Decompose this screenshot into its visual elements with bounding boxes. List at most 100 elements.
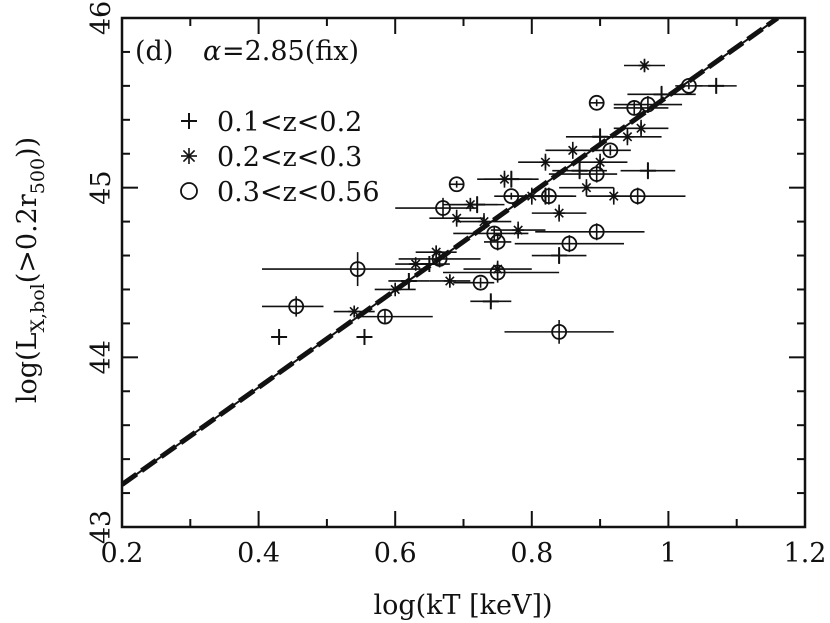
data-point-circle	[262, 252, 426, 287]
marker-plus	[356, 328, 373, 345]
marker-plus	[639, 162, 656, 179]
data-point-circle	[262, 296, 324, 317]
marker-star	[539, 156, 552, 169]
star-d2	[349, 306, 359, 317]
legend-label: 0.2<z<0.3	[217, 142, 362, 173]
star-d2	[622, 132, 633, 142]
data-point-plus	[627, 85, 696, 103]
circle-marker	[180, 182, 198, 200]
marker-plus	[400, 272, 417, 289]
marker-plus	[551, 247, 568, 264]
circle-marker	[489, 234, 506, 250]
circle-marker	[472, 274, 489, 291]
marker-star	[566, 144, 579, 157]
star-d2	[554, 208, 564, 218]
data-point-circle	[443, 262, 560, 283]
data-point-circle	[483, 233, 512, 251]
data-point-circle	[453, 225, 529, 242]
data-point-plus	[388, 272, 430, 289]
data-point-star	[429, 209, 484, 227]
data-point-circle	[494, 187, 577, 205]
marker-star	[348, 305, 361, 318]
legend-label: 0.3<z<0.56	[217, 177, 380, 208]
marker-circle	[489, 264, 506, 281]
data-point-circle	[548, 165, 618, 183]
x-tick-label: 0.8	[510, 538, 553, 569]
marker-star	[498, 173, 511, 186]
data-point-circle	[395, 197, 478, 219]
data-point-circle	[588, 94, 605, 111]
x-tick-label: 0.6	[374, 538, 417, 569]
marker-circle	[288, 298, 305, 315]
marker-circle	[486, 225, 503, 242]
y-tick-label: 46	[86, 1, 117, 35]
data-point-plus	[470, 293, 512, 310]
marker-circle	[640, 96, 656, 113]
marker-circle	[561, 235, 578, 252]
marker-star	[389, 283, 402, 296]
data-point-star	[531, 204, 587, 222]
data-point-star	[333, 305, 375, 318]
y-tick-label: 44	[86, 340, 117, 374]
star-d2	[479, 216, 489, 227]
circle-marker	[377, 308, 393, 325]
star-d2	[390, 284, 400, 295]
data-point-star	[613, 119, 669, 137]
y-axis-label-suffix: ))	[12, 137, 43, 158]
circle-marker	[588, 94, 605, 111]
marker-circle	[431, 251, 448, 267]
circle-marker	[349, 261, 366, 278]
star-d2	[581, 182, 592, 193]
circle-marker	[431, 251, 448, 267]
data-point-circle	[589, 187, 686, 205]
marker-circle	[588, 166, 605, 182]
circle-marker	[551, 323, 568, 340]
data-point-circle	[357, 308, 433, 325]
data-point-star	[593, 128, 662, 146]
data-point-star	[559, 179, 614, 197]
alpha-value: =2.85(fix)	[222, 36, 359, 67]
data-point-plus	[531, 247, 587, 265]
marker-star	[553, 207, 566, 220]
x-tick-label: 0.4	[237, 538, 280, 569]
circle-marker	[588, 223, 605, 240]
star-d2	[568, 145, 578, 156]
fit-line-dashed	[122, 18, 780, 487]
legend: 0.1<z<0.2 0.2<z<0.3 0.3<z<0.56	[180, 107, 380, 208]
star-d2	[636, 123, 646, 134]
legend-entry: 0.2<z<0.3	[181, 142, 362, 173]
circle-marker	[561, 235, 578, 252]
marker-star	[464, 198, 477, 211]
y-tick-label: 45	[86, 170, 117, 204]
marker-circle	[680, 77, 697, 94]
circle-marker	[448, 176, 465, 193]
star-d2	[410, 259, 421, 269]
panel-label: (d)	[135, 36, 173, 67]
y-axis-label: log(LX,bol(>0.2r500))	[12, 137, 49, 403]
marker-star	[443, 274, 456, 287]
marker-star	[580, 181, 593, 194]
data-point-circle	[583, 142, 631, 159]
y-axis-label-sub1: X,bol	[27, 283, 49, 332]
data-point-star	[395, 257, 437, 271]
marker-circle	[472, 274, 489, 291]
marker-star	[450, 212, 463, 225]
data-point-plus	[271, 328, 288, 345]
data-point-star	[429, 274, 471, 288]
data-point-plus	[552, 162, 607, 180]
marker-circle	[448, 176, 465, 193]
star-d2	[639, 60, 650, 71]
x-tick-label: 1.2	[784, 538, 827, 569]
legend-marker-star	[181, 148, 197, 164]
x-tick-label: 1	[660, 538, 677, 569]
fit-lines	[122, 18, 780, 487]
y-axis-label-mid: (>0.2r	[12, 194, 43, 283]
circle-marker	[602, 142, 619, 159]
marker-circle	[588, 94, 605, 111]
data-point-plus	[356, 328, 373, 345]
circle-marker	[435, 200, 451, 216]
marker-plus	[571, 162, 588, 179]
marker-circle	[629, 188, 646, 205]
marker-plus	[708, 77, 725, 94]
